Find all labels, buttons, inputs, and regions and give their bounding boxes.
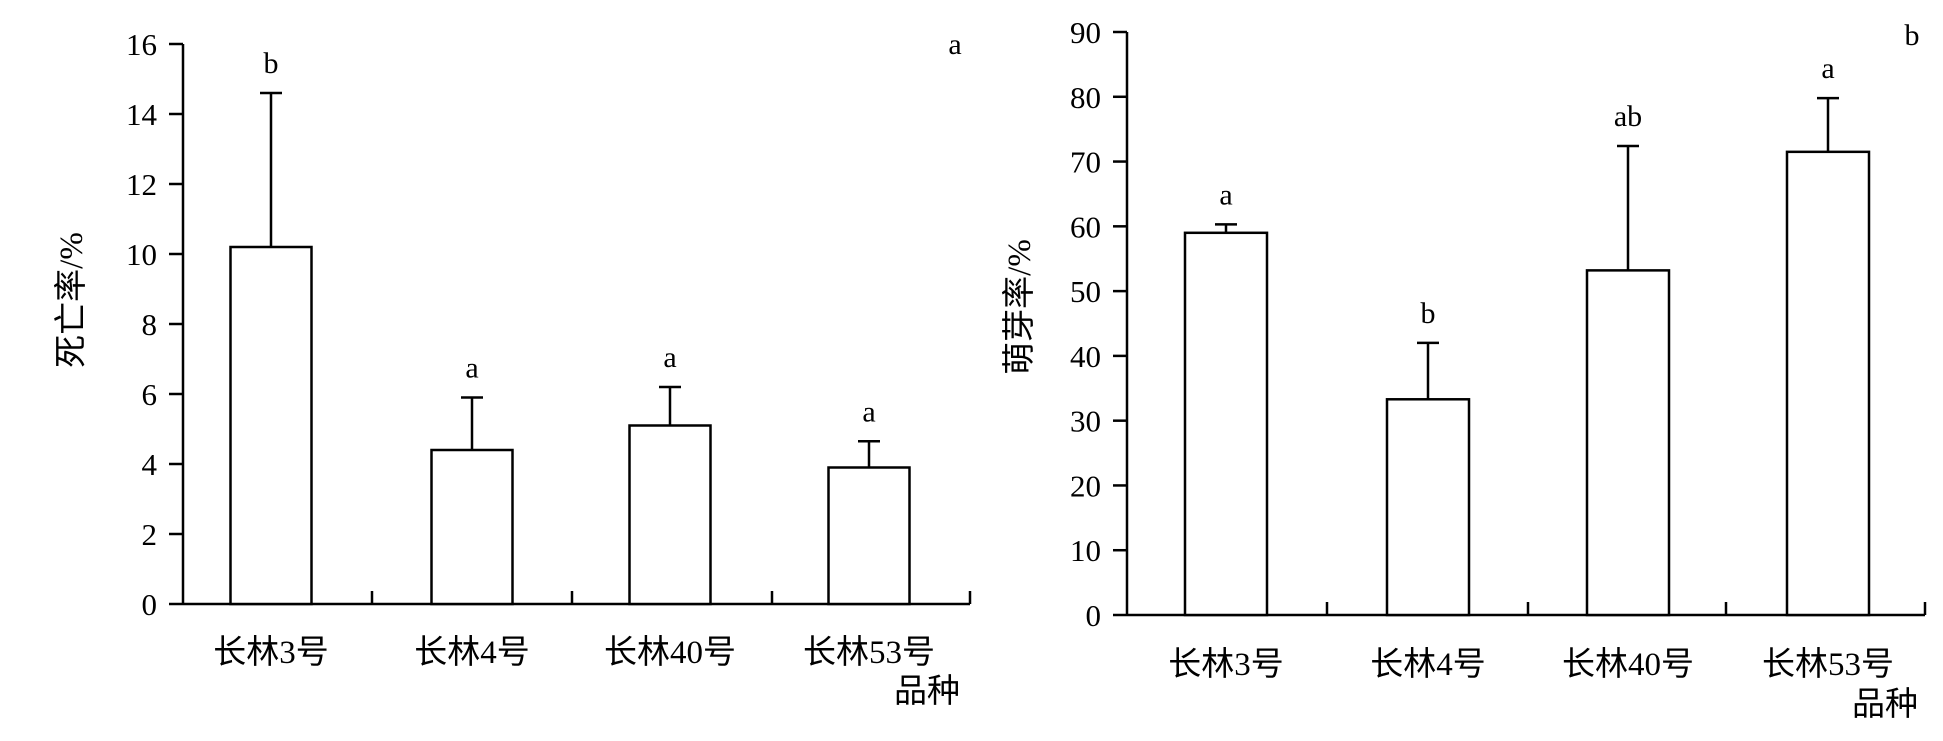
bar: [1183, 231, 1269, 617]
y-tick-label: 4: [142, 447, 158, 482]
y-tick-label: 70: [1070, 145, 1101, 180]
significance-label: a: [1821, 52, 1834, 85]
bar: [430, 448, 514, 606]
bar: [229, 245, 313, 606]
y-tick-label: 20: [1070, 468, 1101, 503]
x-category-label: 长林53号: [1762, 646, 1894, 683]
x-category-label: 长林3号: [213, 634, 329, 671]
significance-label: b: [1421, 297, 1436, 330]
x-category-label: 长林40号: [604, 634, 736, 671]
x-category-label: 长林40号: [1562, 646, 1694, 683]
y-tick-label: 14: [126, 97, 158, 132]
x-axis-title: 品种: [1852, 686, 1918, 723]
y-tick-label: 50: [1070, 274, 1101, 309]
x-category-label: 长林3号: [1168, 646, 1284, 683]
y-tick-label: 60: [1070, 209, 1101, 244]
y-tick-label: 90: [1070, 15, 1101, 50]
y-axis-title: 死亡率/%: [53, 232, 90, 368]
y-tick-label: 6: [142, 377, 158, 412]
significance-label: ab: [1614, 100, 1642, 133]
y-axis-title: 萌芽率/%: [1001, 239, 1038, 375]
bar: [1385, 398, 1471, 617]
x-axis-title: 品种: [894, 673, 960, 710]
significance-label: a: [663, 341, 676, 374]
bar: [1785, 150, 1871, 617]
y-tick-label: 80: [1070, 80, 1101, 115]
significance-label: a: [465, 352, 478, 385]
y-tick-label: 10: [1070, 533, 1101, 568]
significance-label: a: [862, 395, 875, 428]
significance-label: a: [1219, 178, 1232, 211]
y-tick-label: 16: [126, 27, 157, 62]
y-tick-label: 30: [1070, 404, 1101, 439]
y-tick-label: 12: [126, 167, 157, 202]
y-tick-label: 2: [142, 517, 158, 552]
y-tick-label: 40: [1070, 339, 1101, 374]
x-category-label: 长林4号: [1370, 646, 1486, 683]
bar: [827, 466, 911, 606]
significance-label: b: [264, 47, 279, 80]
bar: [1585, 269, 1671, 617]
y-tick-label: 0: [1086, 598, 1102, 633]
x-category-label: 长林53号: [803, 634, 935, 671]
panel-letter: b: [1905, 19, 1920, 52]
y-tick-label: 0: [142, 587, 158, 622]
x-category-label: 长林4号: [414, 634, 530, 671]
panel-b-chart: 0 10 20 30 40 50 60 70 80 90 a 长林3号 b 长林4号 ab 长林40号 a 长林5…: [1001, 15, 1927, 723]
y-tick-label: 8: [142, 307, 158, 342]
panel-letter: a: [948, 28, 961, 61]
y-tick-label: 10: [126, 237, 157, 272]
bar: [628, 424, 712, 606]
